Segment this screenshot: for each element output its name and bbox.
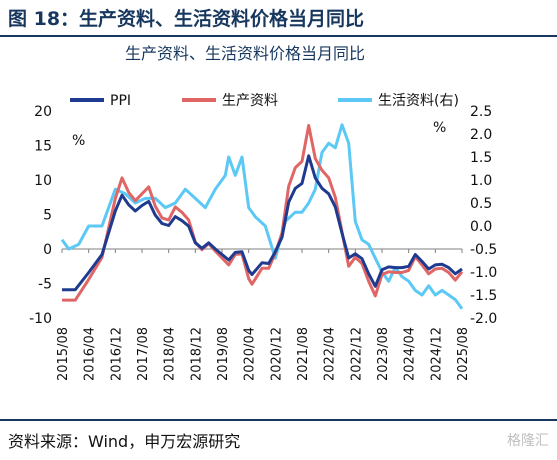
legend-consumer-label: 生活资料(右)	[378, 93, 459, 109]
x-tick-label: 2015/08	[56, 327, 71, 381]
right-tick-label: 0.0	[470, 219, 492, 235]
left-tick-label: -5	[38, 277, 52, 293]
x-tick-label: 2019/08	[216, 327, 231, 381]
x-tick-label: 2022/12	[349, 327, 364, 381]
x-tick-label: 2023/08	[376, 327, 391, 381]
x-tick-label: 2018/04	[163, 327, 178, 381]
right-tick-label: 2.5	[470, 104, 492, 120]
series-line-producer	[62, 124, 464, 302]
right-tick-label: -0.5	[470, 242, 497, 258]
right-tick-label: -2.0	[470, 311, 497, 327]
right-axis-ticks: -2.0 -1.5 -1.0 -0.5 0.0 0.5 1.0 1.5 2.0 2.5	[470, 104, 497, 327]
right-tick-label: 1.5	[470, 150, 492, 166]
left-axis-ticks: -10 -5 0 5 10 15 20	[29, 104, 52, 327]
x-tick-label: 2020/04	[243, 327, 258, 381]
chart: 生产资料、生活资料价格当月同比 PPI 生产资料 生活资料(右) % % -10…	[29, 44, 497, 381]
right-tick-label: -1.0	[470, 265, 497, 281]
x-tick-label: 2016/12	[109, 327, 124, 381]
left-axis-unit: %	[72, 133, 85, 149]
x-tick-label: 2016/04	[83, 327, 98, 381]
right-tick-label: 1.0	[470, 173, 492, 189]
right-tick-label: 2.0	[470, 127, 492, 143]
watermark: 格隆汇	[507, 433, 549, 449]
x-tick-label: 2024/04	[403, 327, 418, 381]
x-tick-label: 2021/08	[296, 327, 311, 381]
left-tick-label: 5	[43, 208, 52, 224]
legend: PPI 生产资料 生活资料(右)	[70, 93, 459, 109]
x-tick-label: 2024/12	[429, 327, 444, 381]
bottom-divider	[0, 419, 557, 421]
x-axis-ticks: 2015/08 2016/04 2016/12 2017/08 2018/04 2018/…	[56, 249, 471, 381]
right-axis-unit: %	[433, 120, 446, 136]
chart-title: 生产资料、生活资料价格当月同比	[125, 44, 365, 63]
x-tick-label: 2025/08	[456, 327, 471, 381]
left-tick-label: 10	[34, 173, 52, 189]
right-tick-label: -1.5	[470, 288, 497, 304]
series-line-ppi	[62, 154, 463, 292]
source-note: 资料来源：Wind，申万宏源研究	[8, 432, 241, 451]
left-tick-label: 0	[43, 242, 52, 258]
x-tick-label: 2022/04	[323, 327, 338, 381]
left-tick-label: -10	[29, 311, 52, 327]
series-line-consumer	[60, 123, 464, 310]
left-tick-label: 15	[34, 139, 52, 155]
legend-producer-label: 生产资料	[222, 93, 278, 109]
legend-ppi-label: PPI	[110, 93, 131, 109]
top-divider	[0, 35, 557, 37]
x-tick-label: 2018/12	[189, 327, 204, 381]
right-tick-label: 0.5	[470, 196, 492, 212]
left-tick-label: 20	[34, 104, 52, 120]
figure-title: 图 18：生产资料、生活资料价格当月同比	[8, 8, 365, 30]
x-tick-label: 2017/08	[136, 327, 151, 381]
x-tick-label: 2020/12	[269, 327, 284, 381]
